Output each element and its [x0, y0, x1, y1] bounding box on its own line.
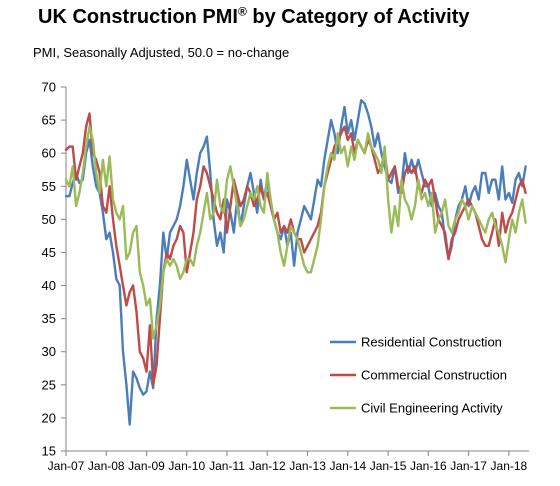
legend-label-commercial-construction: Commercial Construction: [361, 368, 507, 383]
x-tick-label: Jan-13: [289, 459, 326, 473]
y-tick-label: 60: [42, 146, 56, 161]
y-tick-label: 30: [42, 344, 56, 359]
y-tick-label: 35: [42, 311, 56, 326]
y-tick-label: 40: [42, 278, 56, 293]
x-tick-label: Jan-17: [450, 459, 487, 473]
y-tick-label: 65: [42, 113, 56, 128]
chart-subtitle: PMI, Seasonally Adjusted, 50.0 = no-chan…: [33, 45, 290, 60]
legend-label-residential-construction: Residential Construction: [361, 335, 502, 350]
x-tick-label: Jan-18: [491, 459, 528, 473]
registered-mark: ®: [238, 4, 247, 19]
chart-title: UK Construction PMI® by Category of Acti…: [38, 4, 470, 29]
y-tick-label: 70: [42, 80, 56, 95]
x-tick-label: Jan-16: [410, 459, 447, 473]
x-tick-label: Jan-10: [168, 459, 205, 473]
x-tick-label: Jan-11: [209, 459, 245, 473]
series-line-civil-engineering-activity: [64, 125, 527, 340]
y-tick-label: 55: [42, 179, 56, 194]
x-tick-label: Jan-08: [88, 459, 125, 473]
x-tick-label: Jan-12: [249, 459, 286, 473]
y-tick-label: 15: [42, 444, 56, 459]
legend-label-civil-engineering-activity: Civil Engineering Activity: [361, 401, 503, 416]
y-tick-label: 20: [42, 410, 56, 425]
x-tick-label: Jan-15: [370, 459, 407, 473]
x-tick-label: Jan-14: [329, 459, 366, 473]
chart-title-main: UK Construction PMI: [38, 6, 238, 28]
x-tick-label: Jan-07: [48, 459, 85, 473]
x-tick-label: Jan-09: [128, 459, 165, 473]
y-tick-label: 45: [42, 245, 56, 260]
chart-title-suffix: by Category of Activity: [246, 6, 470, 28]
y-tick-label: 25: [42, 377, 56, 392]
y-tick-label: 50: [42, 212, 56, 227]
